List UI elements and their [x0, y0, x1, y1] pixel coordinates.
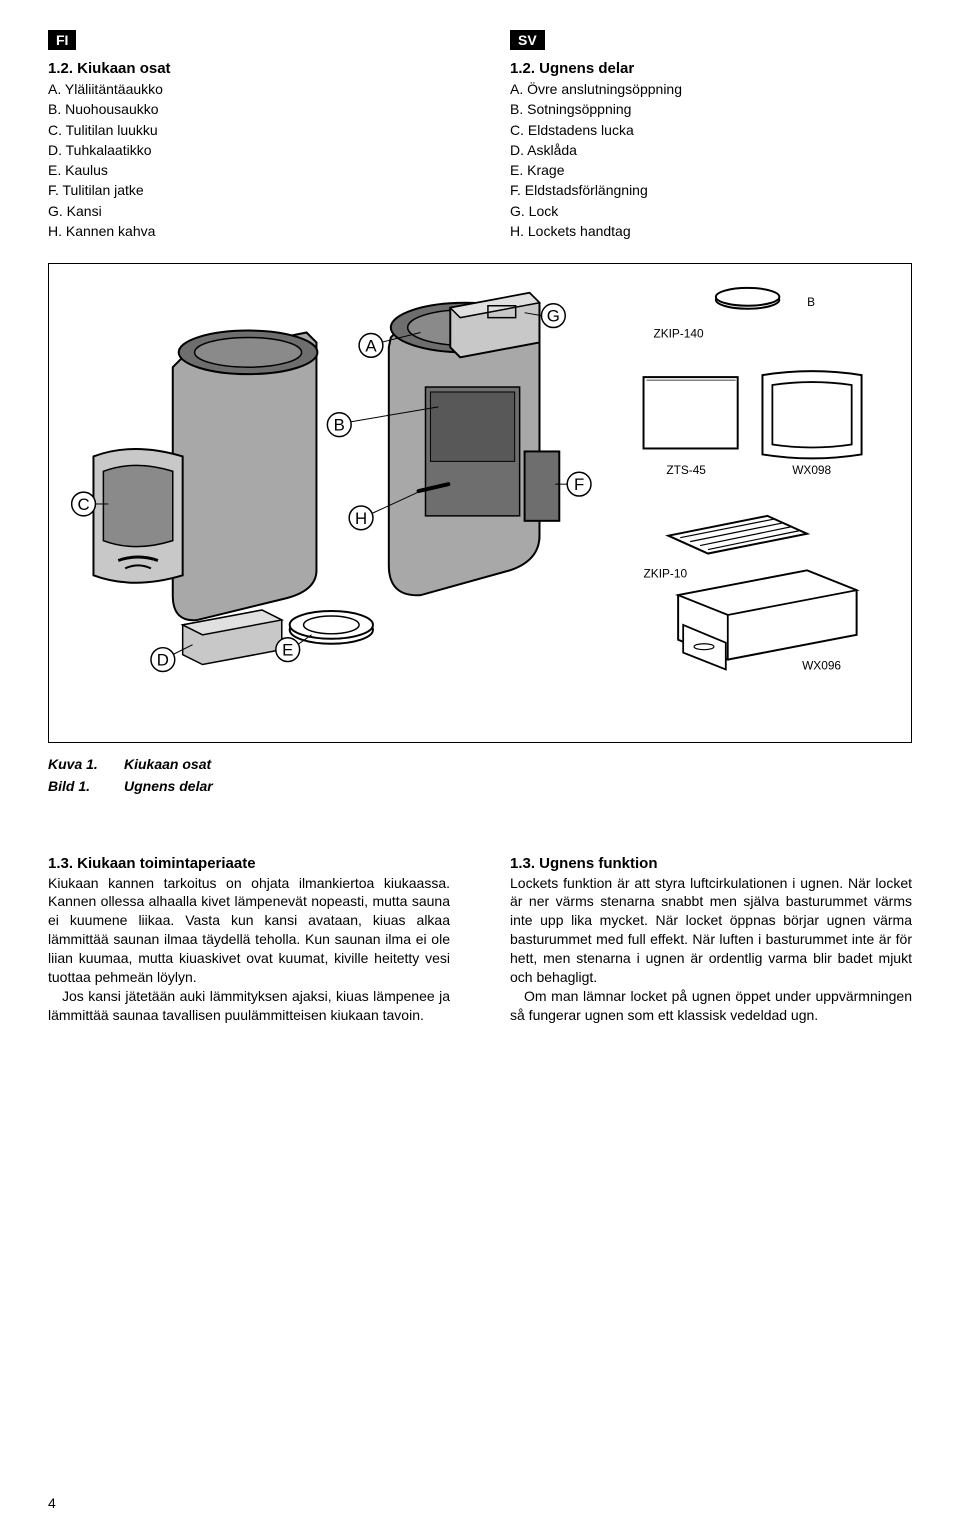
list-item: G. Lock: [510, 201, 912, 221]
part-code-wx096: WX096: [802, 659, 841, 673]
body-text-left: Kiukaan kannen tarkoitus on ohjata ilman…: [48, 874, 450, 1025]
paragraph: Jos kansi jätetään auki lämmityksen ajak…: [48, 987, 450, 1025]
paragraph: Lockets funktion är att styra luftcirkul…: [510, 875, 912, 985]
list-item: C. Eldstadens lucka: [510, 120, 912, 140]
list-item: H. Kannen kahva: [48, 221, 450, 241]
section-title-left: 1.2. Kiukaan osat: [48, 60, 450, 77]
list-item: A. Övre anslutningsöppning: [510, 79, 912, 99]
list-item: F. Tulitilan jatke: [48, 180, 450, 200]
plug-disc-icon: [716, 288, 779, 309]
label-f: F: [574, 475, 584, 494]
glass-panel-icon: [644, 377, 738, 448]
part-code-b: B: [807, 295, 815, 309]
stove-parts-diagram: A G B H F C D: [67, 278, 893, 724]
parts-list-left: A. Yläliitäntäaukko B. Nuohousaukko C. T…: [48, 79, 450, 241]
caption-text-2: Ugnens delar: [124, 777, 213, 797]
part-code-zkip10: ZKIP-10: [644, 567, 688, 581]
list-item: E. Krage: [510, 160, 912, 180]
drawer-icon: [678, 571, 856, 670]
label-a: A: [365, 337, 377, 356]
list-item: C. Tulitilan luukku: [48, 120, 450, 140]
label-d: D: [157, 651, 169, 670]
parts-list-right: A. Övre anslutningsöppning B. Sotningsöp…: [510, 79, 912, 241]
caption-label-1: Kuva 1.: [48, 755, 106, 775]
lang-badge-left: FI: [48, 30, 76, 50]
stove-body-icon: [389, 293, 559, 595]
label-g: G: [547, 307, 560, 326]
label-c: C: [77, 495, 89, 514]
body-title-left: 1.3. Kiukaan toimintaperiaate: [48, 855, 450, 872]
list-item: B. Sotningsöppning: [510, 99, 912, 119]
caption-text-1: Kiukaan osat: [124, 755, 211, 775]
caption-label-2: Bild 1.: [48, 777, 106, 797]
list-item: B. Nuohousaukko: [48, 99, 450, 119]
label-h: H: [355, 509, 367, 528]
list-item: A. Yläliitäntäaukko: [48, 79, 450, 99]
collar-icon: [290, 611, 373, 644]
list-item: D. Asklåda: [510, 140, 912, 160]
figure-caption: Kuva 1. Kiukaan osat Bild 1. Ugnens dela…: [48, 755, 912, 796]
list-item: D. Tuhkalaatikko: [48, 140, 450, 160]
part-code-zts45: ZTS-45: [666, 464, 706, 478]
paragraph: Om man lämnar locket på ugnen öppet unde…: [510, 987, 912, 1025]
list-item: F. Eldstadsförlängning: [510, 180, 912, 200]
label-e: E: [282, 641, 293, 660]
part-code-zkip140: ZKIP-140: [653, 327, 704, 341]
list-item: H. Lockets handtag: [510, 221, 912, 241]
lang-badge-right: SV: [510, 30, 545, 50]
list-item: G. Kansi: [48, 201, 450, 221]
grate-icon: [668, 516, 807, 554]
paragraph: Kiukaan kannen tarkoitus on ohjata ilman…: [48, 875, 450, 985]
stove-outer-shell-icon: [173, 331, 318, 621]
body-text-right: Lockets funktion är att styra luftcirkul…: [510, 874, 912, 1025]
part-code-wx098: WX098: [792, 464, 831, 478]
body-title-right: 1.3. Ugnens funktion: [510, 855, 912, 872]
page-number: 4: [48, 1495, 56, 1511]
list-item: E. Kaulus: [48, 160, 450, 180]
door-frame-icon: [762, 372, 861, 459]
door-icon: [93, 449, 182, 583]
section-title-right: 1.2. Ugnens delar: [510, 60, 912, 77]
label-b: B: [334, 416, 345, 435]
exploded-diagram: A G B H F C D: [48, 263, 912, 743]
